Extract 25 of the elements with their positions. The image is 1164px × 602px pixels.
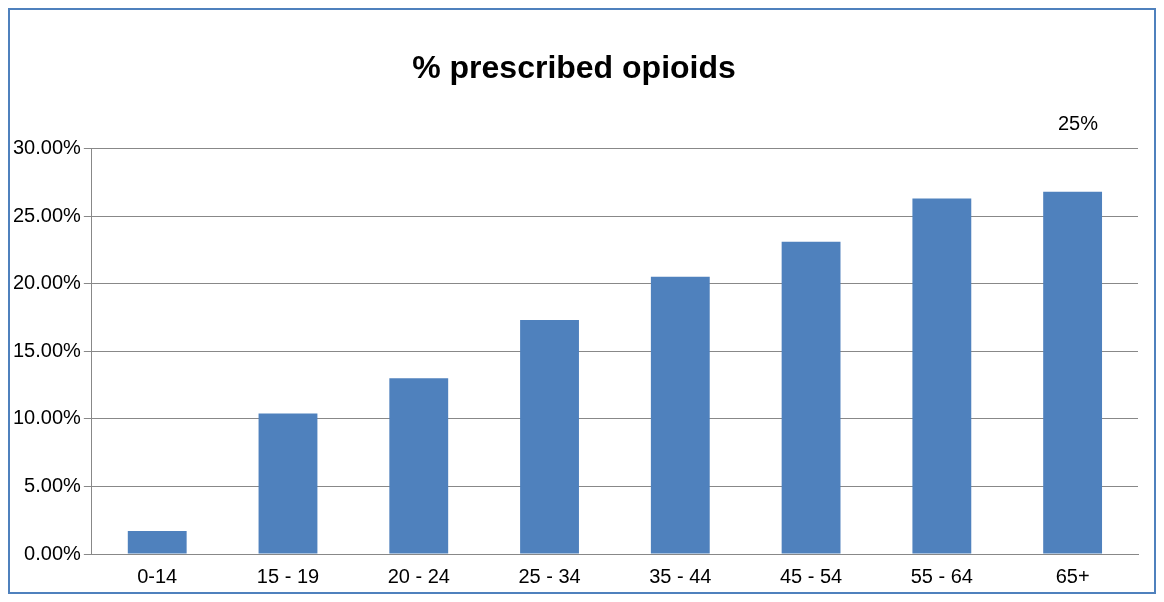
bar [1043,191,1103,554]
bar [258,413,318,554]
x-tick-label: 65+ [1055,564,1090,587]
y-tick-label: 10.00% [12,406,82,429]
x-tick-label: 25 - 34 [518,564,581,587]
y-tick-label: 30.00% [12,135,82,158]
bar [389,378,449,554]
bar [912,198,972,554]
chart-title: % prescribed opioids [412,49,736,86]
bar [781,241,841,554]
bar [650,276,710,554]
text: 25% [1057,111,1099,134]
bar [127,531,187,554]
x-tick-label: 45 - 54 [779,564,843,587]
y-tick-label: 25.00% [12,203,82,226]
bar [520,320,579,554]
x-tick-label: 15 - 19 [256,564,320,587]
x-tick-label: 55 - 64 [910,564,973,587]
x-tick-label: 20 - 24 [387,564,450,587]
x-tick-label: 0-14 [137,564,178,587]
y-tick-label: 15.00% [12,338,82,361]
x-tick-label: 35 - 44 [649,564,712,587]
y-tick-label: 5.00% [24,473,82,496]
y-tick-label: 0.00% [24,541,82,564]
y-tick-label: 20.00% [12,271,82,294]
